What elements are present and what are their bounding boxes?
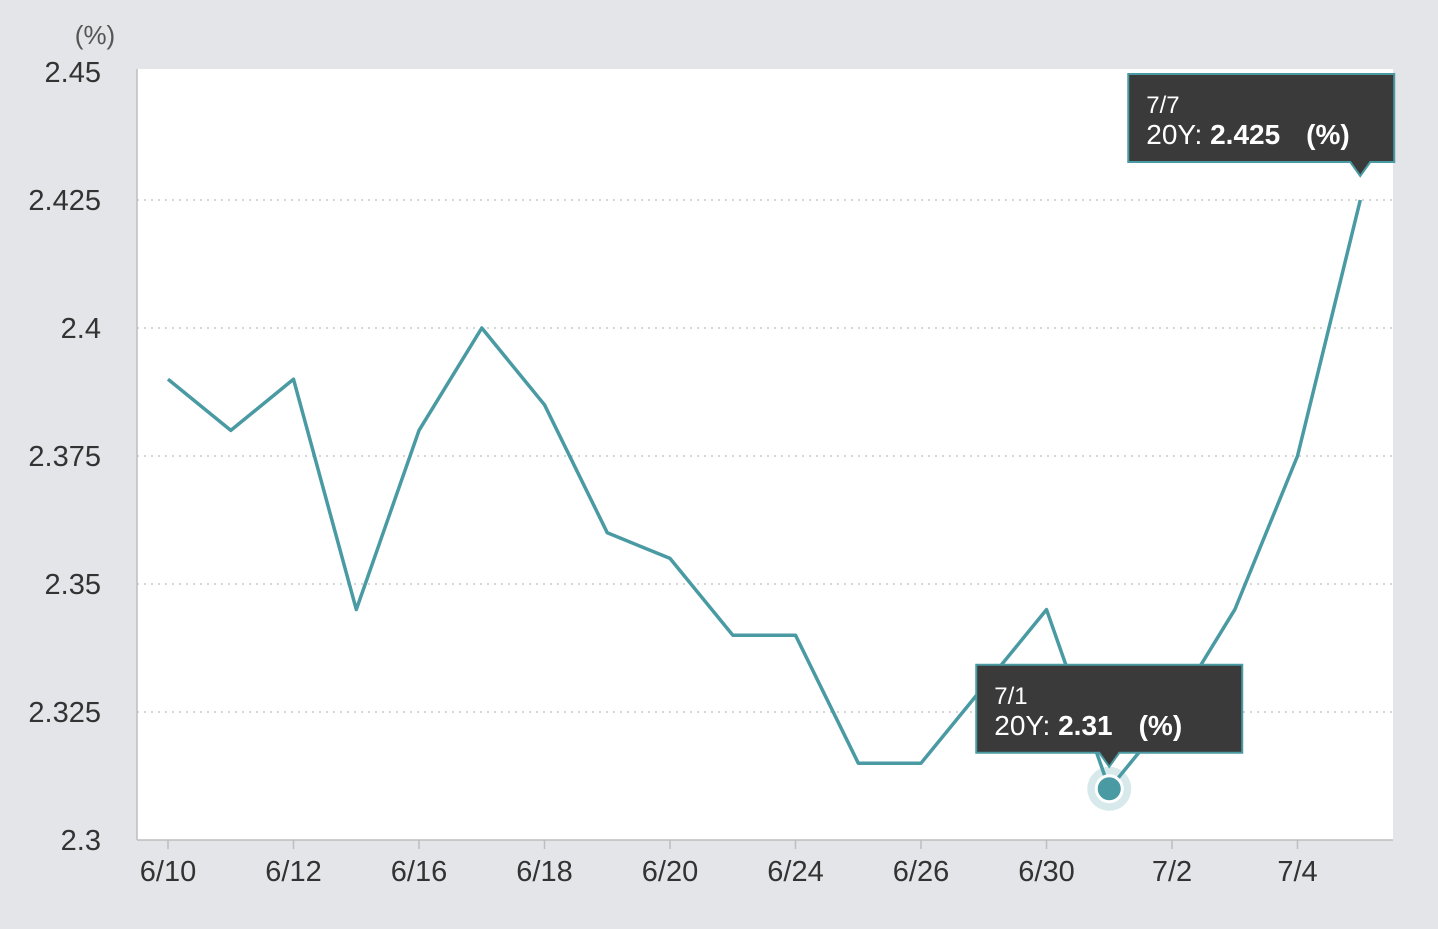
x-tick-label: 6/24 (767, 856, 823, 888)
tooltip-value: 2.425 (1210, 119, 1280, 150)
highlight-layer (1087, 766, 1132, 811)
tooltip-date: 7/7 (1146, 92, 1179, 119)
x-tick-label: 6/18 (516, 856, 572, 888)
x-tick-label: 6/10 (140, 856, 196, 888)
x-tick-labels: 6/10 6/12 6/16 6/18 6/20 6/24 6/26 6/30 7/2 7/4 (140, 840, 1318, 888)
y-tick-labels: 2.45 2.425 2.4 2.375 2.35 2.325 2.3 (28, 57, 101, 857)
x-tick-label: 6/12 (265, 856, 321, 888)
y-tick-label: 2.375 (28, 441, 101, 473)
tooltip-date: 7/1 (994, 683, 1027, 710)
x-tick-label: 7/4 (1277, 856, 1317, 888)
x-tick-label: 7/2 (1152, 856, 1192, 888)
axes (136, 69, 1393, 841)
y-tick-label: 2.325 (28, 697, 101, 729)
tooltip-unit: (%) (1139, 710, 1183, 741)
x-tick-label: 6/16 (391, 856, 447, 888)
tooltip-box (975, 663, 1244, 769)
x-tick-label: 6/26 (893, 856, 949, 888)
tooltip-unit: (%) (1306, 119, 1350, 150)
tooltip-box (1127, 73, 1396, 178)
tooltip-value: 2.31 (1058, 710, 1113, 741)
x-tick-label: 6/20 (642, 856, 698, 888)
y-unit-label: (%) (75, 20, 115, 50)
y-tick-label: 2.4 (61, 313, 101, 345)
y-tick-label: 2.3 (61, 825, 101, 857)
tooltip-series-label: 20Y: (994, 710, 1058, 741)
highlight-point[interactable] (1094, 774, 1124, 804)
y-tick-label: 2.35 (45, 569, 101, 601)
tooltip-value-line: 20Y: 2.31 (%) (994, 710, 1182, 741)
y-tick-label: 2.425 (28, 185, 101, 217)
y-tick-label: 2.45 (45, 57, 101, 89)
x-tick-label: 6/30 (1018, 856, 1074, 888)
tooltip-value-line: 20Y: 2.425 (%) (1146, 119, 1349, 150)
tooltip-series-label: 20Y: (1146, 119, 1210, 150)
